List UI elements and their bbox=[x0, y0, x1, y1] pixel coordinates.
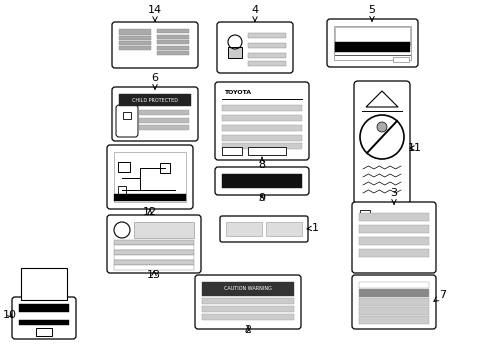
FancyBboxPatch shape bbox=[195, 275, 301, 329]
Bar bbox=[247, 33, 285, 38]
FancyBboxPatch shape bbox=[116, 105, 138, 137]
Bar bbox=[119, 36, 151, 40]
Bar bbox=[222, 125, 302, 131]
Bar bbox=[247, 147, 285, 155]
Bar bbox=[222, 135, 302, 141]
Text: 1: 1 bbox=[306, 223, 318, 233]
Bar bbox=[202, 314, 293, 320]
Bar bbox=[157, 40, 189, 44]
FancyBboxPatch shape bbox=[326, 19, 417, 67]
Circle shape bbox=[359, 115, 403, 159]
Bar bbox=[358, 282, 428, 288]
Text: CHILD PROTECTED: CHILD PROTECTED bbox=[132, 98, 178, 103]
Text: 7: 7 bbox=[433, 290, 446, 301]
Bar bbox=[265, 222, 302, 236]
Bar bbox=[119, 46, 151, 50]
Bar bbox=[247, 61, 285, 66]
FancyBboxPatch shape bbox=[112, 22, 198, 68]
FancyBboxPatch shape bbox=[351, 202, 435, 273]
Bar bbox=[114, 152, 185, 202]
Text: 9: 9 bbox=[258, 193, 265, 203]
FancyBboxPatch shape bbox=[215, 167, 308, 195]
Bar bbox=[139, 118, 189, 123]
Bar bbox=[157, 29, 189, 33]
Bar bbox=[202, 282, 293, 296]
Circle shape bbox=[114, 222, 130, 238]
Bar bbox=[227, 47, 242, 58]
Bar bbox=[119, 41, 151, 45]
Bar bbox=[359, 210, 369, 220]
Bar bbox=[114, 250, 194, 255]
FancyBboxPatch shape bbox=[215, 82, 308, 160]
Bar bbox=[119, 29, 151, 35]
Bar bbox=[114, 265, 194, 270]
Bar bbox=[392, 57, 408, 62]
Text: 8: 8 bbox=[258, 157, 265, 170]
Bar bbox=[222, 147, 242, 155]
Bar bbox=[114, 245, 194, 250]
Bar bbox=[36, 328, 52, 336]
FancyBboxPatch shape bbox=[107, 145, 193, 209]
Bar bbox=[123, 112, 131, 119]
Text: 4: 4 bbox=[251, 5, 258, 21]
Bar bbox=[202, 298, 293, 304]
Bar bbox=[247, 43, 285, 48]
Bar bbox=[134, 222, 194, 238]
FancyBboxPatch shape bbox=[217, 22, 292, 73]
Bar bbox=[374, 133, 388, 147]
Text: CAUTION WARNING: CAUTION WARNING bbox=[224, 287, 271, 292]
Bar bbox=[160, 163, 170, 173]
FancyBboxPatch shape bbox=[351, 275, 435, 329]
Bar bbox=[139, 125, 189, 130]
Bar bbox=[157, 35, 189, 39]
FancyBboxPatch shape bbox=[107, 215, 201, 273]
Bar bbox=[358, 307, 428, 315]
Bar bbox=[114, 255, 194, 260]
Bar bbox=[334, 27, 409, 45]
Bar bbox=[19, 304, 69, 312]
Text: 14: 14 bbox=[148, 5, 162, 21]
Circle shape bbox=[376, 122, 386, 132]
Bar bbox=[202, 306, 293, 312]
Bar bbox=[118, 186, 126, 194]
Text: 5: 5 bbox=[368, 5, 375, 21]
Text: 12: 12 bbox=[142, 207, 157, 217]
Bar bbox=[225, 222, 262, 236]
Text: 10: 10 bbox=[3, 310, 17, 320]
Text: 3: 3 bbox=[390, 188, 397, 204]
Bar bbox=[222, 115, 302, 121]
Bar bbox=[334, 42, 409, 52]
Bar bbox=[157, 51, 189, 55]
Text: TOYOTA: TOYOTA bbox=[224, 90, 251, 95]
Bar bbox=[114, 240, 194, 245]
Bar bbox=[358, 298, 428, 306]
Bar bbox=[333, 26, 410, 60]
Bar bbox=[118, 162, 130, 172]
Bar bbox=[358, 237, 428, 245]
Bar bbox=[247, 53, 285, 58]
Bar bbox=[222, 143, 302, 149]
Text: 13: 13 bbox=[147, 270, 161, 280]
FancyBboxPatch shape bbox=[12, 297, 76, 339]
Bar bbox=[358, 213, 428, 221]
Bar bbox=[114, 194, 185, 201]
Text: 11: 11 bbox=[407, 143, 421, 153]
Bar bbox=[358, 316, 428, 324]
Text: 2: 2 bbox=[244, 325, 251, 335]
Bar bbox=[157, 46, 189, 50]
FancyBboxPatch shape bbox=[220, 216, 307, 242]
Bar bbox=[21, 268, 67, 300]
Bar bbox=[222, 174, 302, 188]
Bar bbox=[139, 110, 189, 115]
Bar bbox=[119, 94, 191, 106]
FancyBboxPatch shape bbox=[353, 81, 409, 204]
FancyBboxPatch shape bbox=[112, 87, 198, 141]
Bar bbox=[222, 105, 302, 111]
Text: 6: 6 bbox=[151, 73, 158, 89]
Bar bbox=[358, 289, 428, 297]
Bar bbox=[358, 225, 428, 233]
Bar bbox=[19, 320, 69, 325]
Bar bbox=[114, 260, 194, 265]
Bar bbox=[358, 249, 428, 257]
